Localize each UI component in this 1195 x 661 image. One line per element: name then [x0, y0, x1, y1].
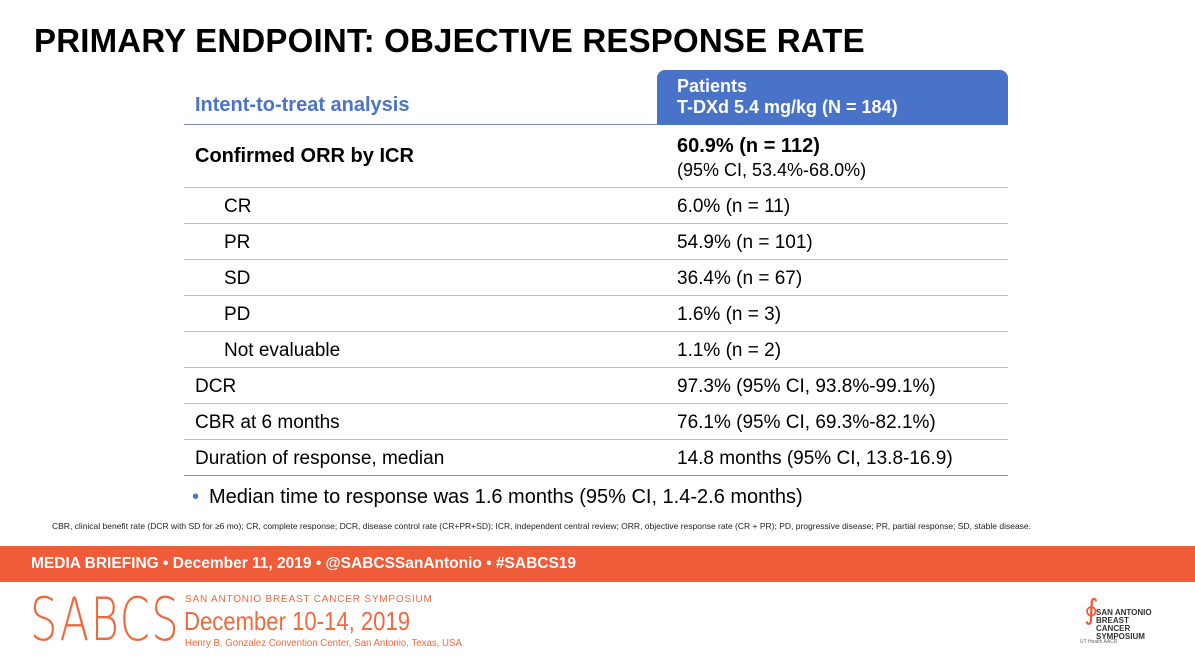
sabcs-emblem-logo: ∮ SAN ANTONIO BREAST CANCER SYMPOSIUM UT… [1072, 591, 1164, 655]
emblem-line: SAN ANTONIO [1096, 608, 1152, 617]
row-value: 14.8 months (95% CI, 13.8-16.9) [677, 448, 953, 469]
table-row-orr: Confirmed ORR by ICR 60.9% (n = 112) (95… [184, 125, 1008, 188]
media-briefing-band: MEDIA BRIEFING • December 11, 2019 • @SA… [0, 546, 1195, 582]
row-label: DCR [195, 376, 237, 397]
footnote: CBR, clinical benefit rate (DCR with SD … [52, 521, 1032, 531]
row-label: CR [224, 196, 252, 217]
emblem-text: SAN ANTONIO BREAST CANCER SYMPOSIUM [1096, 609, 1164, 641]
row-value: 1.6% (n = 3) [677, 304, 782, 325]
row-value: 6.0% (n = 11) [677, 196, 791, 217]
row-label: SD [224, 268, 251, 289]
media-briefing-text: MEDIA BRIEFING • December 11, 2019 • @SA… [31, 555, 577, 572]
table-row: Duration of response, median 14.8 months… [184, 440, 1008, 476]
slide-title: PRIMARY ENDPOINT: OBJECTIVE RESPONSE RAT… [34, 22, 865, 59]
row-label: Not evaluable [224, 340, 341, 361]
sponsor-logos: UT Health AACR [1080, 639, 1118, 645]
row-label: CBR at 6 months [195, 412, 340, 433]
table-row: PD 1.6% (n = 3) [184, 296, 1008, 332]
table-row: PR 54.9% (n = 101) [184, 224, 1008, 260]
bullet-point: • Median time to response was 1.6 months … [192, 486, 803, 509]
header-analysis-label: Intent-to-treat analysis [195, 94, 410, 116]
row-value: 54.9% (n = 101) [677, 232, 813, 253]
symposium-dates: December 10-14, 2019 [184, 606, 411, 636]
header-patients-cell: Patients T-DXd 5.4 mg/kg (N = 184) [657, 70, 1008, 125]
sabcs-logo: SABCS [30, 585, 181, 655]
emblem-line: BREAST CANCER [1096, 616, 1131, 633]
bullet-icon: • [192, 486, 200, 508]
row-value: 76.1% (95% CI, 69.3%-82.1%) [677, 412, 936, 433]
table-row: CR 6.0% (n = 11) [184, 188, 1008, 224]
table-header: Intent-to-treat analysis Patients T-DXd … [184, 70, 1008, 125]
row-value: 1.1% (n = 2) [677, 340, 782, 361]
bullet-text: Median time to response was 1.6 months (… [209, 486, 803, 508]
orr-value: 60.9% (n = 112) [677, 135, 820, 157]
row-value: 97.3% (95% CI, 93.8%-99.1%) [677, 376, 936, 397]
row-label: PR [224, 232, 251, 253]
orr-label: Confirmed ORR by ICR [195, 145, 414, 167]
header-dose-label: T-DXd 5.4 mg/kg (N = 184) [677, 97, 898, 117]
results-table: Intent-to-treat analysis Patients T-DXd … [184, 70, 1008, 476]
emblem-line: SYMPOSIUM [1096, 632, 1145, 641]
header-patients-label: Patients [677, 76, 748, 96]
symposium-name: SAN ANTONIO BREAST CANCER SYMPOSIUM [185, 594, 433, 605]
table-row: SD 36.4% (n = 67) [184, 260, 1008, 296]
orr-ci: (95% CI, 53.4%-68.0%) [677, 160, 867, 180]
table-row: DCR 97.3% (95% CI, 93.8%-99.1%) [184, 368, 1008, 404]
table-row: Not evaluable 1.1% (n = 2) [184, 332, 1008, 368]
symposium-venue: Henry B. Gonzalez Convention Center, San… [185, 637, 462, 649]
table-row: CBR at 6 months 76.1% (95% CI, 69.3%-82.… [184, 404, 1008, 440]
ribbon-icon: ∮ [1084, 593, 1099, 626]
row-label: Duration of response, median [195, 448, 445, 469]
row-value: 36.4% (n = 67) [677, 268, 803, 289]
row-label: PD [224, 304, 251, 325]
